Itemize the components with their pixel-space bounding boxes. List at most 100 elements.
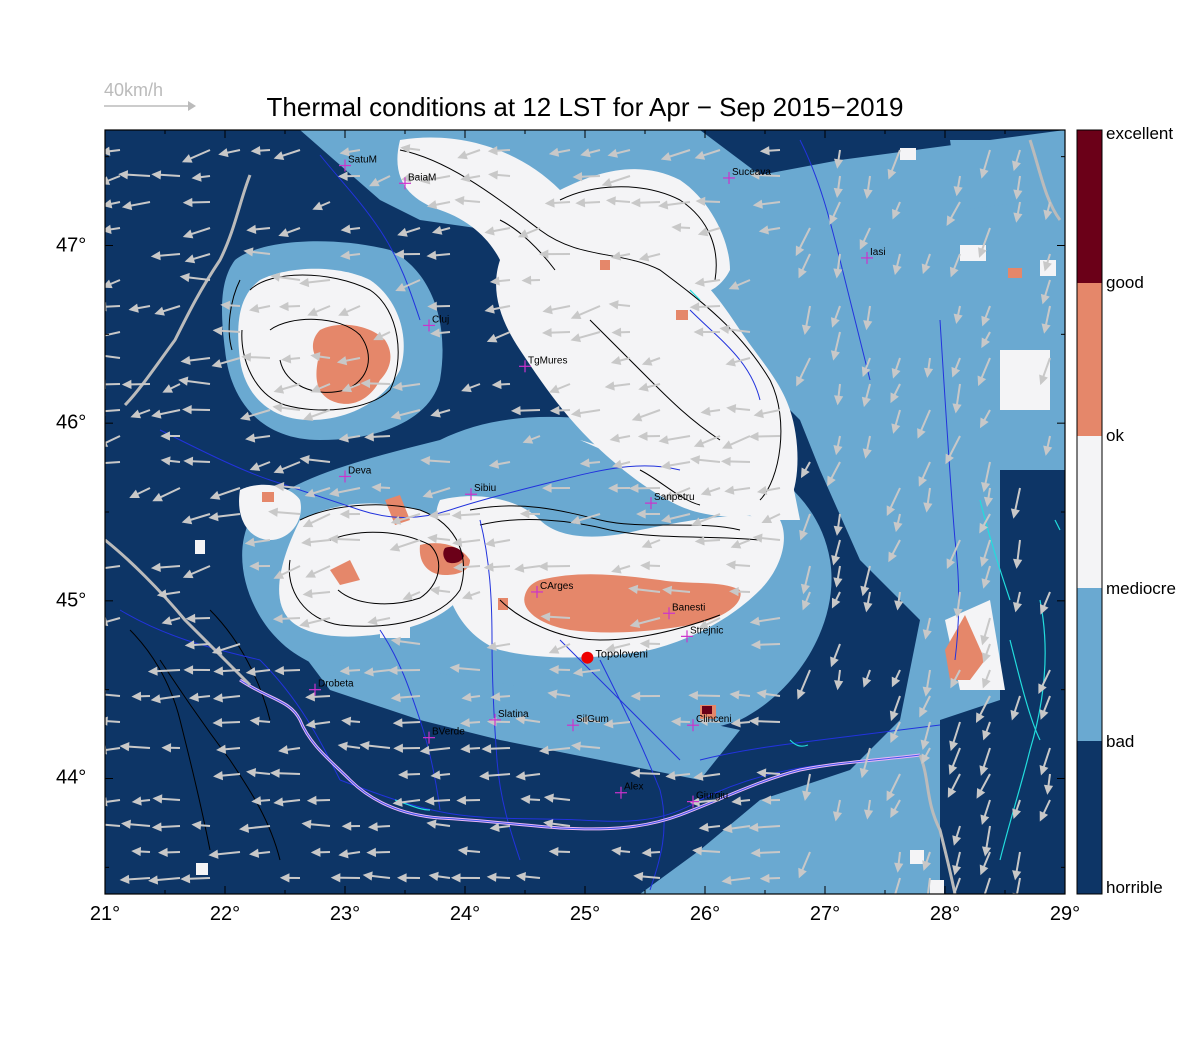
city-marker[interactable]: Sanpetru [645,492,695,510]
wind-arrow [105,354,121,359]
city-label: BaiaM [408,172,436,183]
wind-arrowhead-icon [863,809,874,820]
wind-arrowhead-icon [921,753,931,765]
wind-arrowhead-icon [211,359,223,368]
wind-arrowhead-icon [337,741,348,751]
wind-arrow [105,617,121,624]
city-label: Suceava [732,167,771,178]
city-marker[interactable]: Suceava [723,167,771,184]
wind-arrowhead-icon [753,408,764,419]
wind-arrowhead-icon [93,334,100,340]
wind-arrowhead-icon [340,224,351,234]
wind-arrowhead-icon [827,475,836,487]
city-marker[interactable]: Strejnic [681,625,723,643]
wind-arrowhead-icon [859,239,869,250]
city-marker[interactable]: Drobeta [309,679,354,696]
city-marker[interactable]: Sibiu [465,483,496,501]
wind-arrowhead-icon [641,539,653,549]
wind-arrowhead-icon [156,589,167,599]
legend-ok: ok [1106,426,1124,445]
wind-arrowhead-icon [861,396,871,408]
wind-arrowhead-icon [304,488,316,498]
wind-arrowhead-icon [160,456,171,466]
wind-arrowhead-icon [1012,602,1023,613]
wind-arrowhead-icon [278,745,289,755]
wind-arrow [105,331,121,337]
wind-arrowhead-icon [395,282,406,292]
wind-arrowhead-icon [249,848,260,858]
wind-arrowhead-icon [131,691,142,701]
city-marker[interactable]: CArges [531,581,573,598]
wind-arrowhead-icon [946,558,956,570]
city-marker[interactable]: Slatina [489,709,529,726]
wind-arrowhead-icon [105,716,108,726]
wind-arrowhead-icon [1040,293,1050,305]
city-marker[interactable]: Deva [339,465,372,483]
wind-arrowhead-icon [451,510,462,520]
wind-arrowhead-icon [1010,709,1020,721]
wind-arrowhead-icon [238,823,250,833]
wind-arrowhead-icon [726,403,737,414]
city-marker[interactable]: TgMures [519,355,567,373]
city-marker[interactable]: Clinceni [687,714,732,732]
wind-arrowhead-icon [341,383,353,393]
wind-arrowhead-icon [831,554,841,566]
wind-arrowhead-icon [543,819,554,829]
wind-arrowhead-icon [390,410,402,420]
wind-arrowhead-icon [538,745,549,755]
wind-arrowhead-icon [949,266,959,278]
city-marker[interactable]: BVerde [423,727,465,744]
wind-scale-label: 40km/h [104,80,164,100]
wind-arrowhead-icon [462,590,473,600]
wind-arrowhead-icon [218,148,229,158]
city-marker[interactable]: SilGum [567,714,609,732]
wind-arrowhead-icon [130,409,142,419]
wind-arrowhead-icon [575,198,586,208]
wind-arrowhead-icon [161,743,172,753]
wind-arrowhead-icon [517,229,529,238]
city-marker[interactable]: Cluj [423,314,449,332]
wind-arrowhead-icon [980,898,986,905]
city-marker[interactable]: BaiaM [399,172,436,190]
wind-arrowhead-icon [796,688,806,700]
wind-arrowhead-icon [426,250,437,260]
wind-arrowhead-icon [863,320,873,331]
wind-arrowhead-icon [273,384,285,394]
city-label: Sibiu [474,483,496,494]
city-marker[interactable]: SatuM [339,155,377,172]
wind-arrowhead-icon [488,170,499,180]
x-tick-21: 21° [89,903,121,925]
wind-arrowhead-icon [329,487,340,497]
city-marker[interactable]: Giurgiu [687,791,728,808]
wind-arrowhead-icon [832,811,843,822]
wind-arrow [953,877,961,894]
wind-arrowhead-icon [892,208,901,220]
wind-arrowhead-icon [510,405,521,416]
wind-arrowhead-icon [301,537,312,547]
city-marker[interactable]: Banesti [663,602,705,620]
city-marker[interactable]: Iasi [861,247,886,264]
wind-arrowhead-icon [728,586,739,597]
wind-arrowhead-icon [422,489,434,499]
topoloveni-marker[interactable]: Topoloveni [581,649,648,664]
wind-arrowhead-icon [240,411,251,421]
city-marker[interactable]: Alex [615,782,643,799]
wind-arrowhead-icon [310,351,321,362]
wind-arrowhead-icon [454,195,465,206]
wind-arrowhead-icon [392,718,403,728]
wind-arrowhead-icon [183,665,194,675]
wind-arrowhead-icon [693,771,704,781]
wind-arrowhead-icon [980,634,990,646]
wind-arrowhead-icon [570,741,581,751]
city-label: Banesti [672,602,705,613]
country-borders [105,139,1062,894]
wind-arrowhead-icon [184,254,196,264]
wind-arrowhead-icon [630,691,641,701]
wind-arrowhead-icon [269,768,280,778]
wind-arrowhead-icon [730,539,742,549]
wind-arrowhead-icon [453,562,464,572]
wind-arrowhead-icon [697,227,709,237]
wind-arrowhead-icon [700,406,711,416]
wind-arrowhead-icon [759,873,770,884]
